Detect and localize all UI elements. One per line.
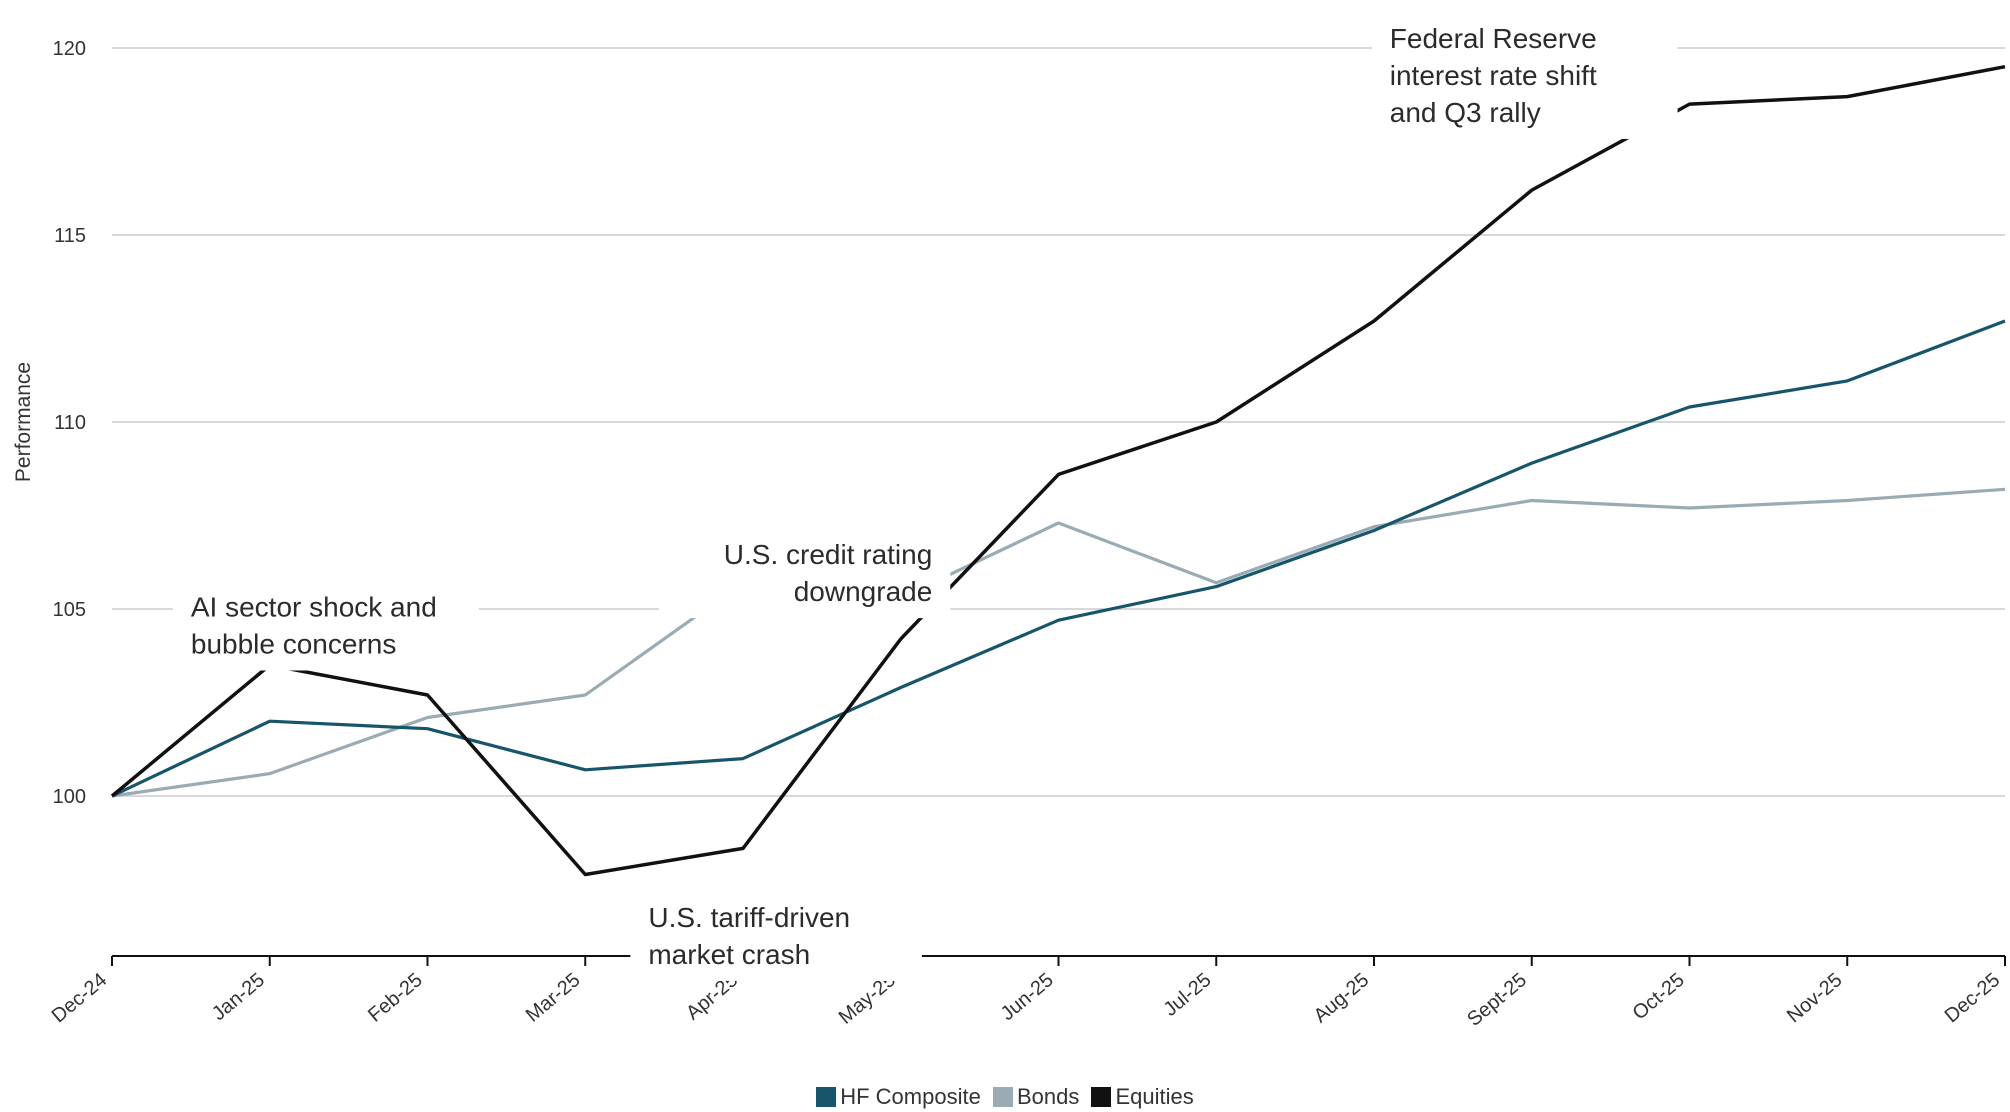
y-tick-label: 120 (53, 38, 86, 60)
x-tick-label: Jun-25 (997, 969, 1058, 1025)
x-axis: Dec-24 Jan-25 Feb-25 Mar-25 Apr-25 May-25 Jun-… (48, 956, 2005, 1031)
legend-swatch (1091, 1087, 1111, 1107)
x-tick-label: Dec-25 (1941, 969, 2005, 1027)
legend-item-hf-composite[interactable]: HF Composite (816, 1084, 981, 1110)
annotations: AI sector shock and bubble concerns U.S. c… (173, 18, 1678, 981)
annotation-text: U.S. tariff-driven (648, 902, 850, 933)
gridlines (112, 48, 2005, 796)
line-chart: 100 105 110 115 120 Performance Dec-24 Jan-25… (0, 0, 2010, 1080)
legend-swatch (993, 1087, 1013, 1107)
legend-label: HF Composite (840, 1084, 981, 1109)
series-line-equities (112, 67, 2005, 875)
annotation-text: interest rate shift (1390, 60, 1597, 91)
annotation-text: and Q3 rally (1390, 97, 1541, 128)
legend-item-equities[interactable]: Equities (1091, 1084, 1193, 1110)
x-tick-label: Mar-25 (522, 969, 585, 1027)
legend-item-bonds[interactable]: Bonds (993, 1084, 1079, 1110)
legend-label: Bonds (1017, 1084, 1079, 1109)
y-tick-label: 115 (54, 225, 86, 247)
annotation-text: bubble concerns (191, 628, 396, 659)
legend-label: Equities (1115, 1084, 1193, 1109)
y-axis-ticks: 100 105 110 115 120 (53, 38, 86, 808)
annotation-text: AI sector shock and (191, 591, 437, 622)
x-tick-label: Sept-25 (1463, 969, 1531, 1031)
y-tick-label: 100 (53, 786, 86, 808)
x-tick-label: Jan-25 (208, 969, 269, 1025)
x-tick-label: Aug-25 (1310, 969, 1374, 1027)
series-lines (112, 67, 2005, 875)
series-line-hf-composite (112, 321, 2005, 796)
y-axis-label: Performance (12, 362, 35, 482)
annotation-text: market crash (648, 939, 810, 970)
x-tick-label: Feb-25 (364, 969, 427, 1027)
y-tick-label: 110 (54, 412, 86, 434)
legend-swatch (816, 1087, 836, 1107)
annotation-text: Federal Reserve (1390, 23, 1597, 54)
x-tick-label: Dec-24 (48, 969, 112, 1027)
x-tick-label: Oct-25 (1629, 969, 1689, 1024)
annotation-text: downgrade (794, 576, 933, 607)
x-tick-label: Nov-25 (1783, 969, 1847, 1027)
annotation-text: U.S. credit rating (724, 539, 933, 570)
y-tick-label: 105 (53, 599, 86, 621)
legend: HF Composite Bonds Equities (0, 1084, 2010, 1110)
x-tick-label: Jul-25 (1160, 969, 1216, 1021)
